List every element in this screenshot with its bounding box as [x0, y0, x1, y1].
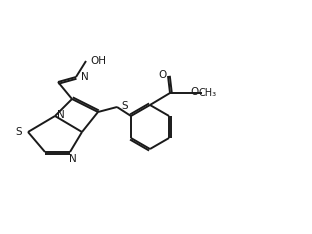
Text: O: O	[190, 87, 198, 97]
Text: CH₃: CH₃	[199, 88, 217, 98]
Text: N: N	[69, 154, 77, 164]
Text: OH: OH	[90, 56, 106, 66]
Text: N: N	[81, 72, 89, 82]
Text: S: S	[121, 101, 128, 111]
Text: S: S	[16, 127, 22, 137]
Text: O: O	[159, 70, 167, 80]
Text: N: N	[57, 110, 65, 120]
